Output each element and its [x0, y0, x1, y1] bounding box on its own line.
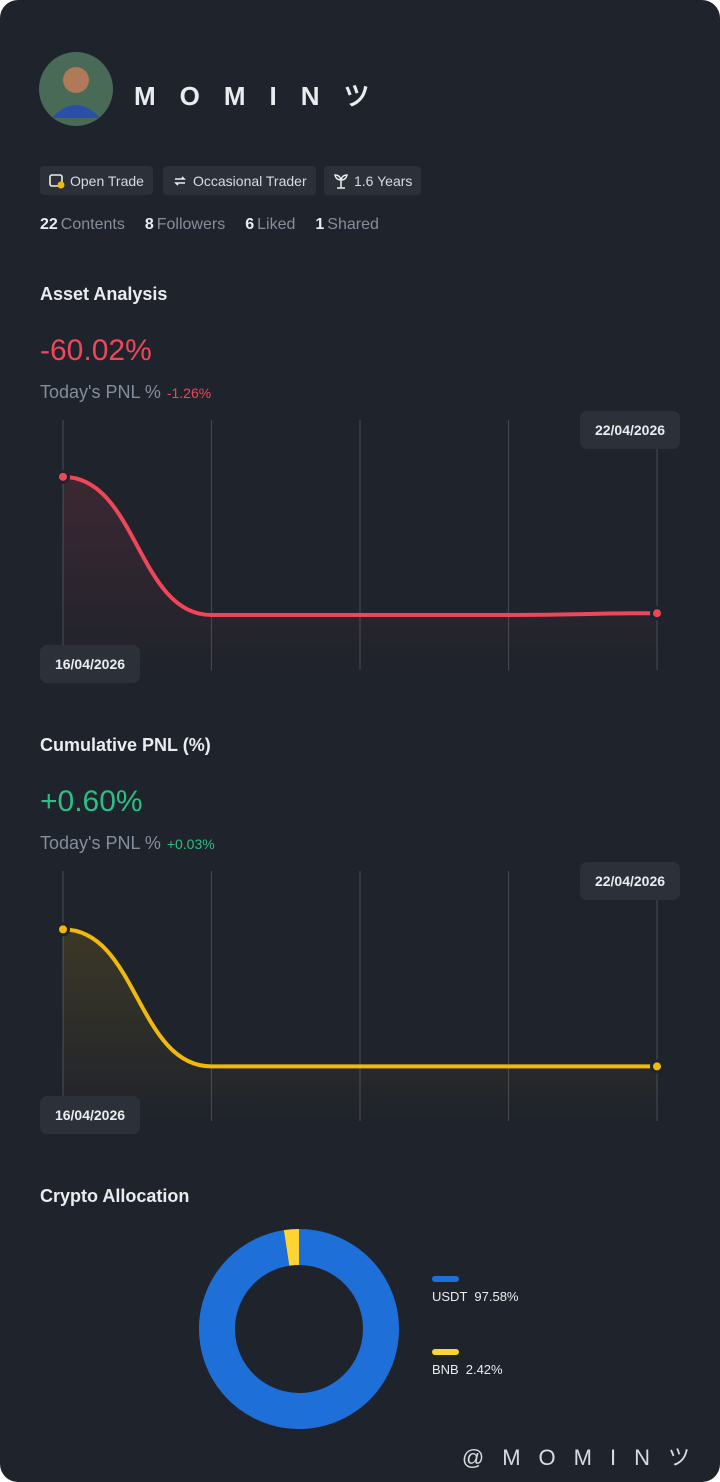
point [56, 469, 70, 484]
tag-label: 1.6 Years [354, 172, 413, 189]
avatar [39, 52, 113, 126]
legend-label: BNB [432, 1362, 459, 1377]
area [63, 476, 657, 670]
date-bubble [580, 411, 680, 449]
point [650, 1059, 664, 1074]
stat-count: 22 [40, 216, 58, 233]
pnl-label: Today's PNL % [40, 833, 161, 853]
section-title: Asset Analysis [40, 284, 168, 304]
date-label: 16/04/2026 [55, 1107, 125, 1123]
pnl-row: Today's PNL % -1.26% [40, 382, 211, 403]
point [56, 922, 70, 937]
stat[interactable]: 22 Contents [40, 216, 125, 234]
pnl-row: Today's PNL % +0.03% [40, 833, 215, 854]
donut-slice [199, 1229, 400, 1429]
tag-label: Occasional Trader [193, 172, 307, 189]
stat-label: Shared [327, 216, 379, 233]
section-title: Crypto Allocation [40, 1186, 190, 1206]
stat-label: Liked [257, 216, 296, 233]
tag[interactable]: 1.6 Years [324, 166, 422, 195]
pnl-value: +0.03% [166, 836, 215, 852]
stat-count: 8 [144, 216, 154, 233]
date-label: 16/04/2026 [55, 656, 125, 672]
date-bubble [580, 862, 680, 900]
legend-swatch [432, 1349, 459, 1355]
date-bubble [40, 645, 140, 683]
date-bubble [40, 1096, 140, 1134]
stat-label: Contents [60, 216, 125, 233]
stat-count: 6 [245, 216, 255, 233]
donut-slice [283, 1229, 300, 1266]
legend-entry: USDT 97.58% [432, 1289, 519, 1304]
legend-entry: BNB 2.42% [432, 1362, 503, 1377]
tag[interactable]: Occasional Trader [163, 166, 316, 195]
pnl-value: -1.26% [166, 385, 212, 401]
line [61, 927, 659, 1069]
profile-name: MOMINツ [134, 81, 394, 111]
headline: +0.60% [40, 785, 143, 818]
legend-value: 97.58% [474, 1289, 519, 1304]
point [650, 606, 664, 621]
section-title: Cumulative PNL (%) [40, 735, 211, 755]
legend-label: USDT [432, 1289, 467, 1304]
legend-value: 2.42% [466, 1362, 503, 1377]
headline: -60.02% [40, 334, 152, 367]
stat[interactable]: 8 Followers [145, 216, 225, 234]
stat[interactable]: 1 Shared [315, 216, 379, 234]
line [61, 474, 659, 618]
stat[interactable]: 6 Liked [245, 216, 295, 234]
stat-label: Followers [156, 216, 226, 233]
date-label: 22/04/2026 [595, 873, 665, 889]
stat-count: 1 [315, 216, 325, 233]
tag[interactable]: Open Trade [40, 166, 153, 195]
pnl-label: Today's PNL % [40, 382, 161, 402]
tag-label: Open Trade [70, 172, 144, 189]
date-label: 22/04/2026 [595, 422, 665, 438]
stats: 22 Contents 8 Followers 6 Liked 1 Shared [40, 216, 379, 234]
footer-handle: @MOMINツ [461, 1445, 708, 1470]
area [63, 929, 657, 1121]
legend-swatch [432, 1276, 459, 1282]
